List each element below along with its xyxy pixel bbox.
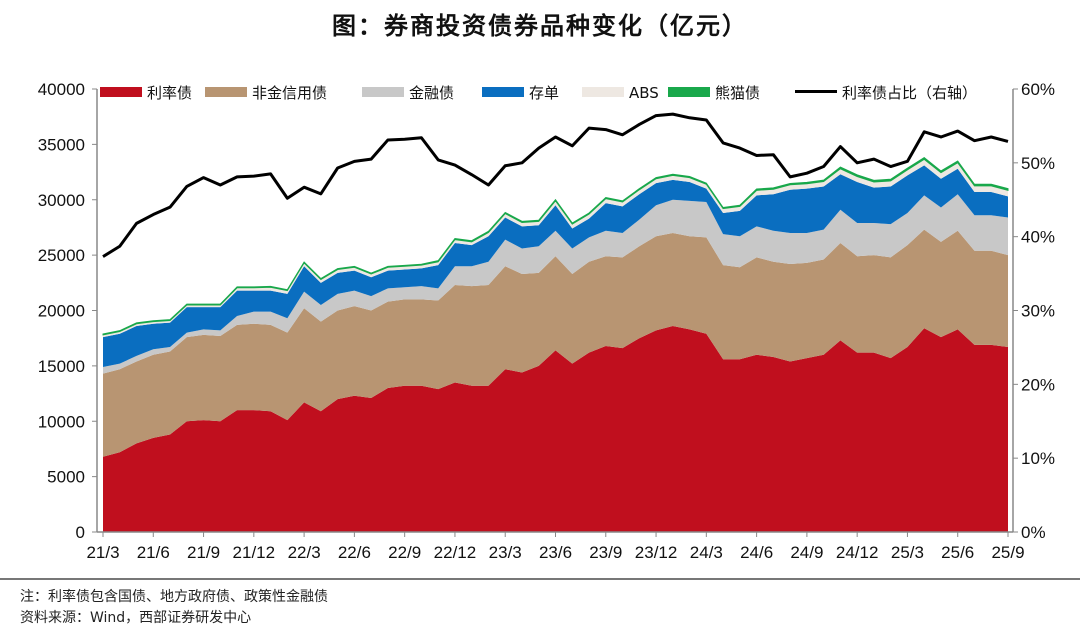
x-tick-label: 21/3 <box>86 543 119 562</box>
x-tick-label: 24/6 <box>740 543 773 562</box>
area-layer <box>102 157 1009 532</box>
y-right-tick-label: 60% <box>1021 80 1055 99</box>
ratio-line <box>102 112 1009 258</box>
legend-item: 金融债 <box>362 84 454 102</box>
footnote: 注：利率债包含国债、地方政府债、政策性金融债 <box>20 589 328 605</box>
y-right-tick-label: 20% <box>1021 375 1055 394</box>
legend-item: 存单 <box>482 84 559 102</box>
y-right-tick-label: 0% <box>1021 523 1046 542</box>
area-series-2 <box>103 194 1008 374</box>
legend-label: ABS <box>629 84 659 102</box>
area-series-3 <box>103 165 1008 367</box>
chart-title: 图：券商投资债券品种变化（亿元） <box>332 11 748 40</box>
legend-label: 非金信用债 <box>252 84 327 102</box>
x-tick-label: 22/12 <box>434 543 477 562</box>
x-tick-label: 25/9 <box>991 543 1024 562</box>
legend-label: 利率债 <box>147 84 192 102</box>
x-tick-label: 21/9 <box>187 543 220 562</box>
legend-item: ABS <box>582 84 659 102</box>
legend: 利率债 非金信用债 金融债 存单 ABS 熊猫债 利率债占比（右轴） <box>100 84 977 102</box>
legend-label: 存单 <box>529 84 559 102</box>
legend-item: 利率债占比（右轴） <box>795 84 977 102</box>
y-left-tick-label: 5000 <box>47 468 85 487</box>
legend-label: 利率债占比（右轴） <box>842 84 977 102</box>
y-right-tick-label: 50% <box>1021 154 1055 173</box>
x-tick-label: 22/9 <box>388 543 421 562</box>
legend-label: 金融债 <box>409 84 454 102</box>
x-tick-label: 23/3 <box>489 543 522 562</box>
legend-label: 熊猫债 <box>715 84 760 102</box>
x-tick-label: 25/3 <box>891 543 924 562</box>
legend-item: 利率债 <box>100 84 192 102</box>
source-note: 资料来源：Wind，西部证券研发中心 <box>20 610 252 626</box>
x-tick-label: 22/6 <box>338 543 371 562</box>
y-right-tick-label: 30% <box>1021 302 1055 321</box>
y-right-tick-label: 10% <box>1021 449 1055 468</box>
area-series-0 <box>103 326 1008 532</box>
x-tick-label: 21/6 <box>137 543 170 562</box>
area-series-5 <box>102 157 1009 336</box>
y-right-tick-label: 40% <box>1021 228 1055 247</box>
y-left-tick-label: 40000 <box>38 80 85 99</box>
axes: 0 5000 10000 15000 20000 25000 30000 35000 40000… <box>38 80 1055 562</box>
x-tick-label: 24/3 <box>690 543 723 562</box>
footer-divider <box>0 578 1080 580</box>
legend-item: 熊猫债 <box>668 84 760 102</box>
y-left-tick-label: 0 <box>76 523 85 542</box>
x-tick-label: 24/12 <box>836 543 879 562</box>
x-tick-label: 23/9 <box>589 543 622 562</box>
y-left-tick-label: 35000 <box>38 135 85 154</box>
x-tick-label: 22/3 <box>288 543 321 562</box>
ratio-line-layer <box>102 112 1009 258</box>
y-left-tick-label: 20000 <box>38 302 85 321</box>
x-tick-label: 21/12 <box>233 543 276 562</box>
y-left-tick-label: 25000 <box>38 246 85 265</box>
legend-item: 非金信用债 <box>205 84 327 102</box>
x-tick-label: 23/6 <box>539 543 572 562</box>
y-left-tick-label: 15000 <box>38 357 85 376</box>
x-tick-label: 25/6 <box>941 543 974 562</box>
x-tick-label: 24/9 <box>790 543 823 562</box>
y-left-tick-label: 10000 <box>38 412 85 431</box>
x-tick-label: 23/12 <box>635 543 678 562</box>
y-left-tick-label: 30000 <box>38 191 85 210</box>
area-series-1 <box>103 229 1008 457</box>
